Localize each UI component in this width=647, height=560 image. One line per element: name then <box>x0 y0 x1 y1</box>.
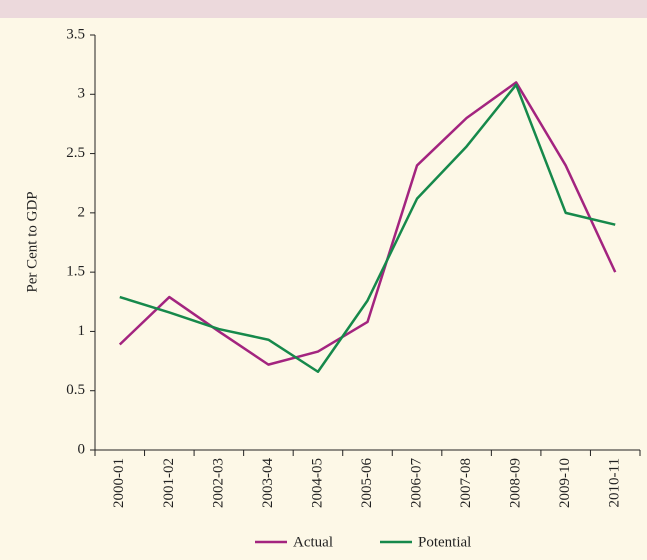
legend-label: Actual <box>293 534 333 550</box>
legend-label: Potential <box>418 534 471 550</box>
y-tick-label: 0 <box>78 441 86 457</box>
y-tick-label: 3.5 <box>66 26 85 42</box>
header-band <box>0 0 647 18</box>
y-tick-label: 1 <box>78 323 86 339</box>
x-tick-label: 2004-05 <box>309 458 325 508</box>
y-tick-label: 3 <box>78 86 86 102</box>
x-tick-label: 2003-04 <box>260 458 276 508</box>
x-tick-label: 2001-02 <box>161 458 177 508</box>
x-tick-label: 2000-01 <box>111 458 127 508</box>
x-tick-label: 2009-10 <box>557 458 573 508</box>
y-axis-label: Per Cent to GDP <box>24 191 40 292</box>
x-tick-label: 2010-11 <box>607 458 623 507</box>
x-tick-label: 2005-06 <box>359 458 375 508</box>
y-tick-label: 2 <box>78 204 86 220</box>
y-tick-label: 0.5 <box>66 382 85 398</box>
y-tick-label: 1.5 <box>66 264 85 280</box>
y-tick-label: 2.5 <box>66 145 85 161</box>
x-tick-label: 2006-07 <box>408 458 424 508</box>
x-tick-label: 2008-09 <box>508 458 524 508</box>
x-tick-label: 2007-08 <box>458 458 474 508</box>
series-line <box>118 81 617 366</box>
x-tick-label: 2002-03 <box>210 458 226 508</box>
series-line <box>119 83 616 373</box>
